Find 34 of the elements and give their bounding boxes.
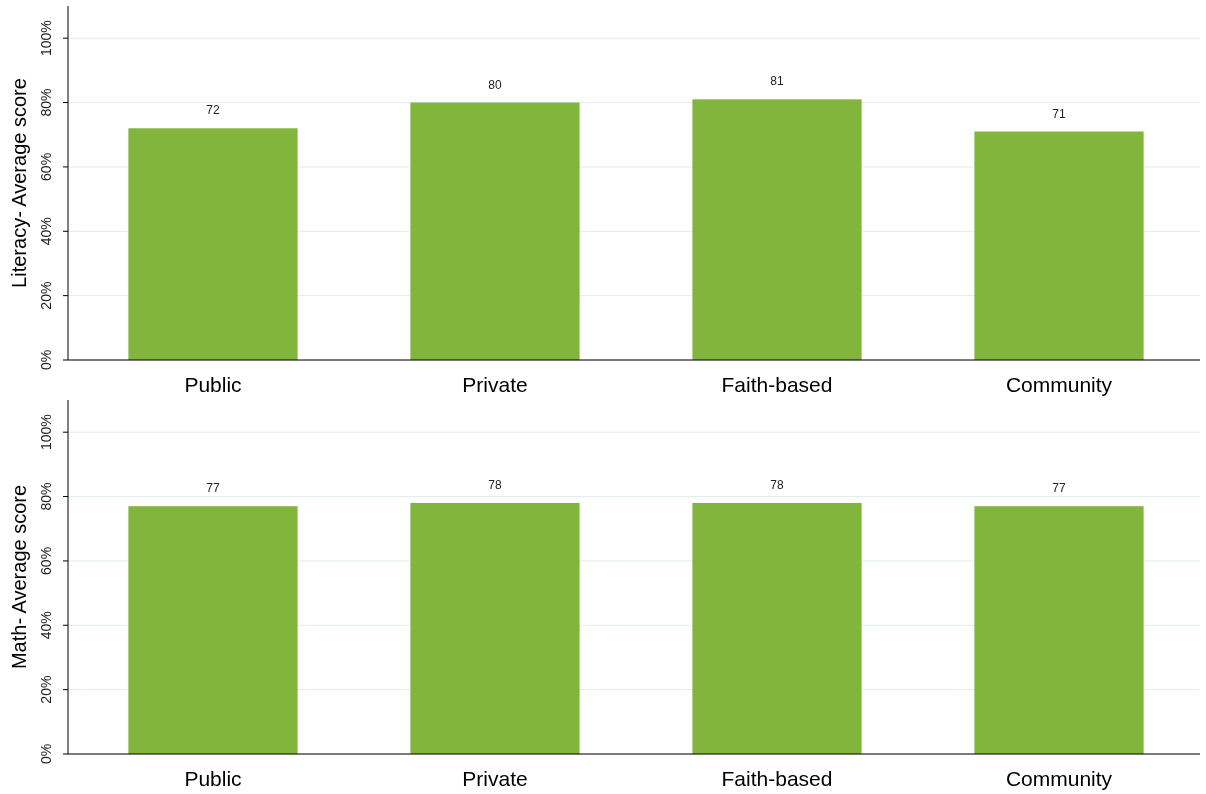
data-label: 71: [1052, 106, 1066, 121]
y-tick-label: 100%: [37, 414, 54, 451]
y-tick-label: 80%: [37, 88, 54, 117]
y-tick-label: 100%: [37, 20, 54, 57]
data-label: 80: [488, 77, 502, 92]
x-tick-label: Faith-based: [721, 767, 833, 790]
data-label: 77: [206, 481, 220, 496]
data-label: 78: [770, 477, 784, 492]
x-tick-label: Community: [1005, 767, 1113, 790]
y-tick-label: 80%: [37, 482, 54, 511]
y-tick-label: 0%: [37, 743, 54, 765]
y-tick-label: 60%: [37, 152, 54, 181]
x-tick-label: Private: [462, 373, 528, 396]
y-tick-label: 60%: [37, 546, 54, 575]
data-label: 72: [206, 103, 220, 118]
bar: [128, 128, 298, 360]
y-tick-label: 20%: [37, 675, 54, 704]
y-axis-title: Math- Average score: [8, 484, 30, 670]
y-axis-title: Literacy- Average score: [8, 78, 30, 288]
bar: [410, 102, 580, 360]
bar: [974, 131, 1144, 360]
x-tick-label: Private: [462, 767, 528, 790]
x-tick-label: Public: [184, 767, 242, 790]
y-tick-label: 0%: [37, 349, 54, 371]
y-tick-label: 20%: [37, 281, 54, 310]
y-tick-label: 40%: [37, 217, 54, 246]
x-tick-label: Faith-based: [721, 373, 833, 396]
y-tick-label: 40%: [37, 611, 54, 640]
x-tick-label: Community: [1005, 373, 1113, 396]
data-label: 81: [770, 74, 784, 89]
bar: [692, 99, 862, 360]
data-label: 78: [488, 477, 502, 492]
data-label: 77: [1052, 481, 1066, 496]
x-tick-label: Public: [184, 373, 242, 396]
